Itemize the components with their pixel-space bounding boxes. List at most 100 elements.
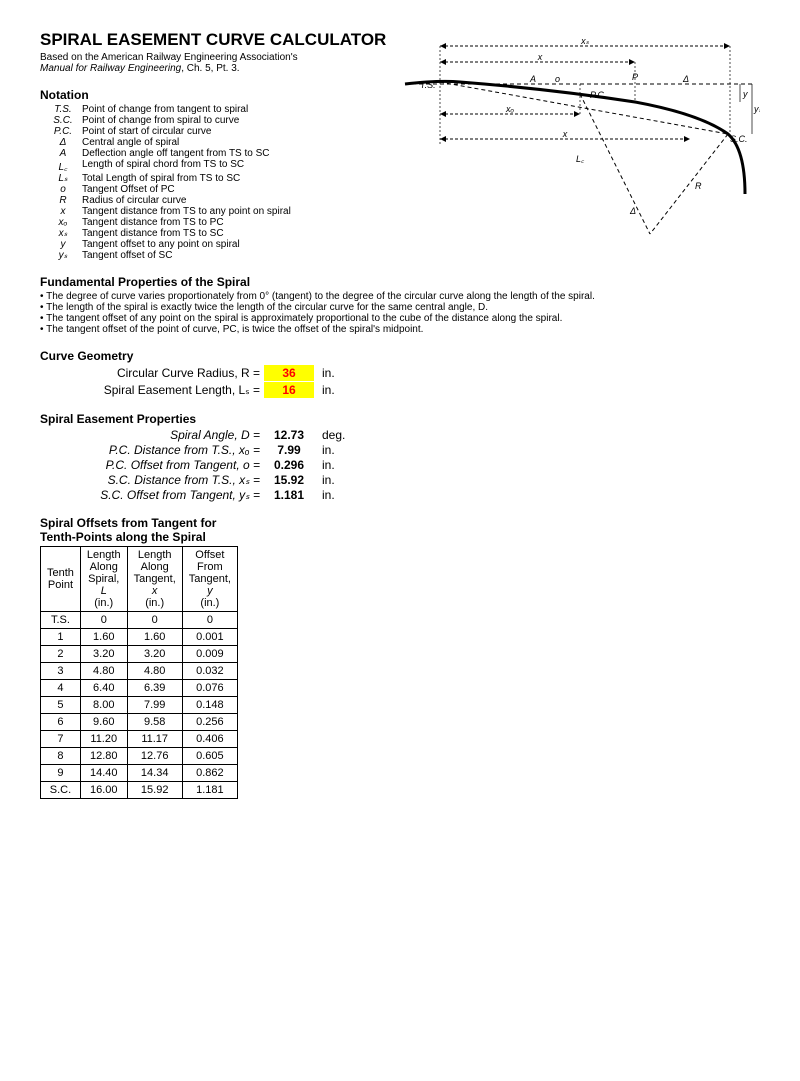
table-row: 812.8012.760.605 — [41, 748, 238, 765]
table-cell: 0.076 — [182, 680, 237, 697]
table-cell: 16.00 — [80, 782, 127, 799]
notation-symbol: o — [50, 184, 82, 195]
notation-symbol: S.C. — [50, 115, 82, 126]
geometry-input[interactable]: 36 — [264, 365, 314, 381]
curve-geometry-heading: Curve Geometry — [40, 349, 760, 363]
table-cell: 11.20 — [80, 731, 127, 748]
geometry-unit: in. — [314, 366, 335, 380]
property-unit: in. — [314, 443, 335, 457]
svg-text:S.C.: S.C. — [730, 134, 748, 144]
fundamental-item: The tangent offset of the point of curve… — [40, 324, 760, 335]
table-cell: 3 — [41, 663, 81, 680]
notation-desc: Tangent distance from TS to PC — [82, 217, 297, 228]
notation-symbol: T.S. — [50, 104, 82, 115]
property-label: S.C. Offset from Tangent, yₛ = — [40, 488, 264, 502]
table-cell: 3.20 — [127, 646, 182, 663]
table-cell: 9.58 — [127, 714, 182, 731]
table-cell: 4.80 — [127, 663, 182, 680]
notation-desc: Tangent offset to any point on spiral — [82, 239, 297, 250]
svg-text:xₛ: xₛ — [580, 36, 590, 46]
table-cell: 12.76 — [127, 748, 182, 765]
property-row: S.C. Offset from Tangent, yₛ =1.181in. — [40, 488, 760, 502]
notation-symbol: A — [50, 148, 82, 159]
table-row: 46.406.390.076 — [41, 680, 238, 697]
geometry-row: Spiral Easement Length, Lₛ =16in. — [40, 382, 760, 398]
fundamental-item: The tangent offset of any point on the s… — [40, 313, 760, 324]
geometry-input[interactable]: 16 — [264, 382, 314, 398]
notation-row: ADeflection angle off tangent from TS to… — [50, 148, 297, 159]
notation-desc: Length of spiral chord from TS to SC — [82, 159, 297, 173]
property-label: P.C. Distance from T.S., xₒ = — [40, 443, 264, 457]
table-cell: 12.80 — [80, 748, 127, 765]
table-cell: 14.40 — [80, 765, 127, 782]
offsets-header: LengthAlongTangent,x(in.) — [127, 547, 182, 612]
notation-symbol: Lₛ — [50, 173, 82, 184]
table-cell: S.C. — [41, 782, 81, 799]
notation-row: yₛTangent offset of SC — [50, 250, 297, 261]
notation-symbol: yₛ — [50, 250, 82, 261]
svg-text:x: x — [562, 129, 568, 139]
geometry-label: Spiral Easement Length, Lₛ = — [40, 383, 264, 397]
notation-symbol: y — [50, 239, 82, 250]
easement-props: Spiral Angle, D =12.73deg.P.C. Distance … — [40, 428, 760, 502]
geometry-label: Circular Curve Radius, R = — [40, 366, 264, 380]
notation-symbol: L꜀ — [50, 159, 82, 173]
table-cell: 0.009 — [182, 646, 237, 663]
notation-row: P.C.Point of start of circular curve — [50, 126, 297, 137]
fundamental-bullets: The degree of curve varies proportionate… — [40, 291, 760, 335]
notation-desc: Point of start of circular curve — [82, 126, 297, 137]
geometry-unit: in. — [314, 383, 335, 397]
offsets-heading-1: Spiral Offsets from Tangent for — [40, 516, 760, 530]
property-value: 12.73 — [264, 428, 314, 442]
table-row: 23.203.200.009 — [41, 646, 238, 663]
notation-desc: Tangent offset of SC — [82, 250, 297, 261]
notation-row: LₛTotal Length of spiral from TS to SC — [50, 173, 297, 184]
table-cell: 11.17 — [127, 731, 182, 748]
property-unit: in. — [314, 458, 335, 472]
table-cell: 6 — [41, 714, 81, 731]
notation-row: L꜀Length of spiral chord from TS to SC — [50, 159, 297, 173]
table-row: 711.2011.170.406 — [41, 731, 238, 748]
table-cell: 0 — [182, 612, 237, 629]
notation-symbol: xₒ — [50, 217, 82, 228]
svg-text:R: R — [695, 181, 702, 191]
notation-row: oTangent Offset of PC — [50, 184, 297, 195]
svg-text:xₒ: xₒ — [505, 104, 515, 114]
table-row: 69.609.580.256 — [41, 714, 238, 731]
table-cell: 6.40 — [80, 680, 127, 697]
table-cell: 5 — [41, 697, 81, 714]
notation-symbol: P.C. — [50, 126, 82, 137]
property-label: Spiral Angle, D = — [40, 428, 264, 442]
svg-text:yₛ: yₛ — [753, 104, 760, 114]
table-cell: 0.862 — [182, 765, 237, 782]
property-value: 1.181 — [264, 488, 314, 502]
easement-props-heading: Spiral Easement Properties — [40, 412, 760, 426]
notation-row: ΔCentral angle of spiral — [50, 137, 297, 148]
svg-text:L꜀: L꜀ — [576, 154, 585, 164]
table-cell: 0.032 — [182, 663, 237, 680]
table-cell: T.S. — [41, 612, 81, 629]
notation-desc: Deflection angle off tangent from TS to … — [82, 148, 297, 159]
notation-row: S.C.Point of change from spiral to curve — [50, 115, 297, 126]
notation-desc: Central angle of spiral — [82, 137, 297, 148]
notation-row: xₒTangent distance from TS to PC — [50, 217, 297, 228]
spiral-diagram: xₛ x xₒ x L꜀ — [400, 34, 760, 264]
property-unit: in. — [314, 473, 335, 487]
property-value: 7.99 — [264, 443, 314, 457]
table-cell: 3.20 — [80, 646, 127, 663]
svg-text:y: y — [742, 89, 748, 99]
table-cell: 8 — [41, 748, 81, 765]
notation-table: T.S.Point of change from tangent to spir… — [50, 104, 297, 261]
property-label: P.C. Offset from Tangent, o = — [40, 458, 264, 472]
notation-row: xTangent distance from TS to any point o… — [50, 206, 297, 217]
notation-row: yTangent offset to any point on spiral — [50, 239, 297, 250]
property-row: Spiral Angle, D =12.73deg. — [40, 428, 760, 442]
table-cell: 7.99 — [127, 697, 182, 714]
table-row: 34.804.800.032 — [41, 663, 238, 680]
property-unit: deg. — [314, 428, 345, 442]
property-row: S.C. Distance from T.S., xₛ =15.92in. — [40, 473, 760, 487]
table-cell: 0.605 — [182, 748, 237, 765]
table-cell: 15.92 — [127, 782, 182, 799]
property-value: 15.92 — [264, 473, 314, 487]
svg-text:T.S.: T.S. — [420, 80, 436, 90]
